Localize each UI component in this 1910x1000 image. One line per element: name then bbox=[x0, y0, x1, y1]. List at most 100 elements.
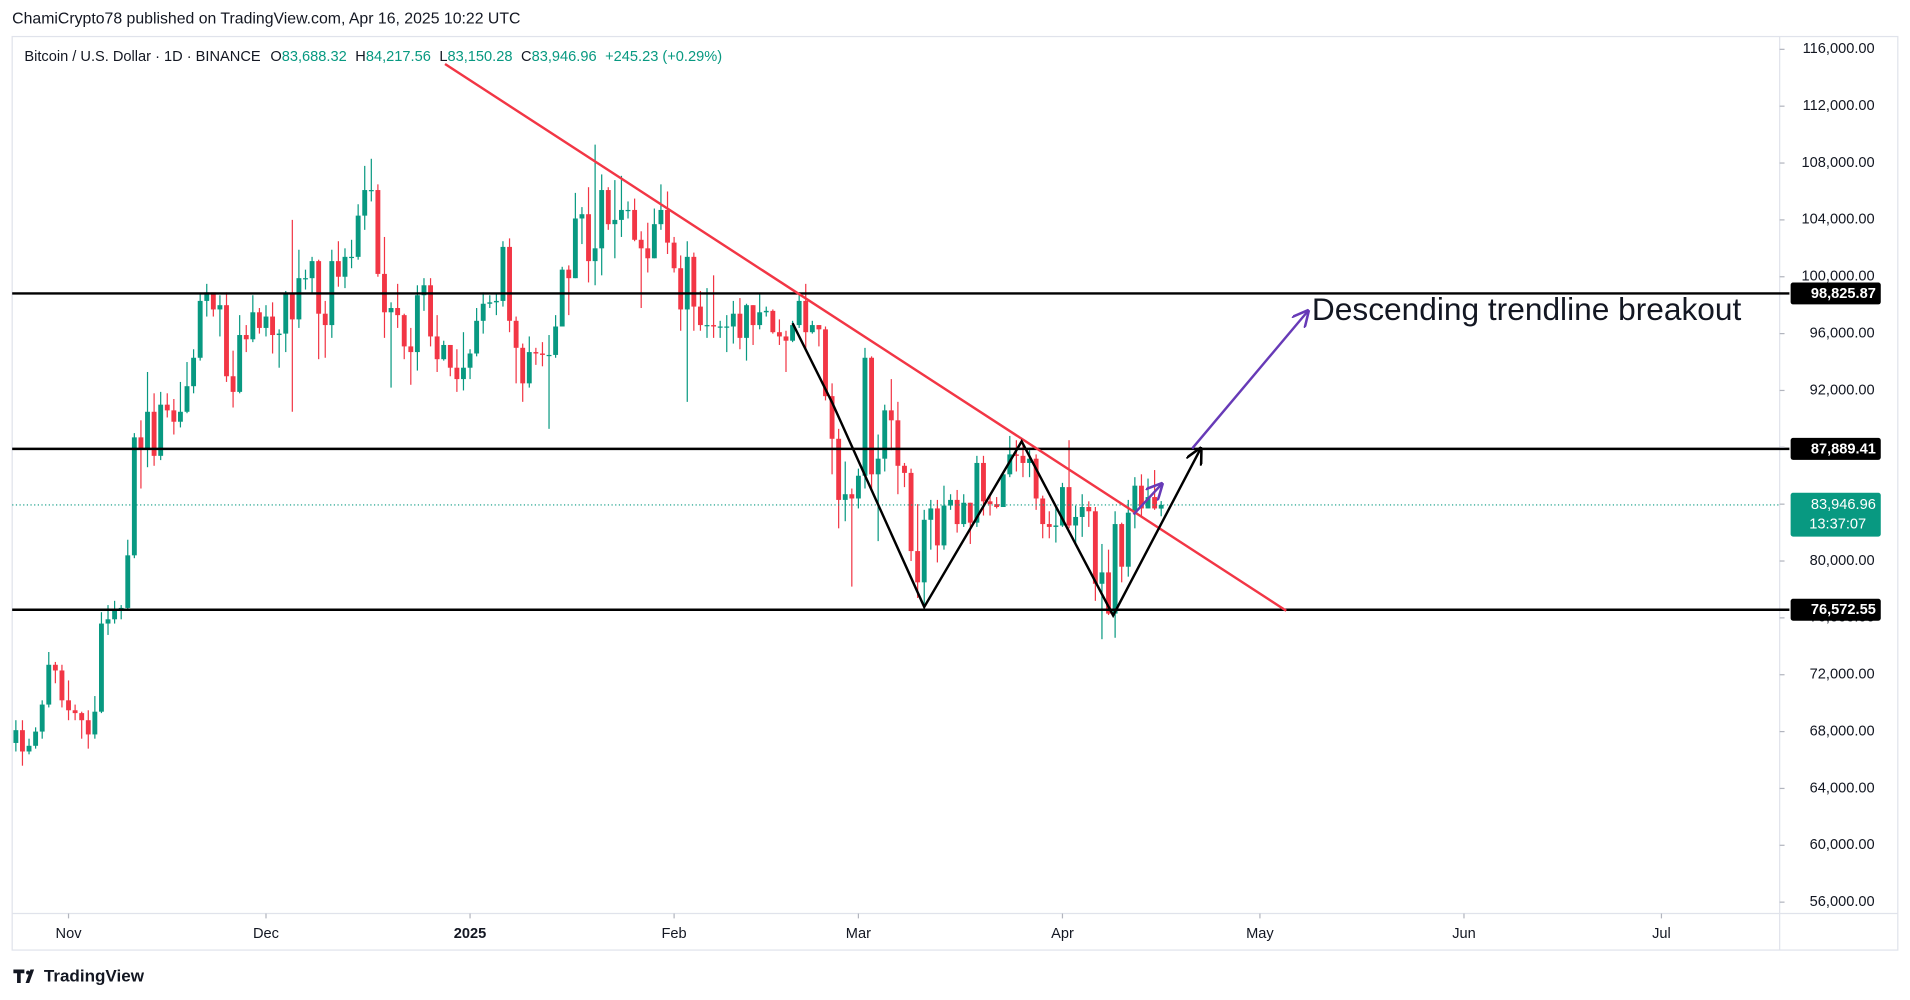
y-tick-label: 92,000.00 bbox=[1810, 382, 1875, 398]
candle-body bbox=[599, 190, 605, 249]
x-tick-label: Dec bbox=[253, 926, 279, 942]
y-tick-label: 60,000.00 bbox=[1810, 837, 1875, 853]
candle-body bbox=[915, 551, 921, 583]
candle-body bbox=[823, 329, 828, 397]
candle-body bbox=[974, 462, 980, 523]
publish-header: ChamiCrypto78 published on TradingView.c… bbox=[12, 11, 520, 28]
candle-body bbox=[204, 292, 210, 301]
candle-body bbox=[928, 508, 934, 520]
candle-body bbox=[1119, 524, 1125, 567]
candle-body bbox=[303, 278, 308, 280]
candle-body bbox=[13, 730, 19, 743]
y-tick-label: 72,000.00 bbox=[1810, 667, 1875, 683]
candle-body bbox=[586, 214, 591, 262]
candle-body bbox=[902, 465, 907, 473]
legend-value: 83,946.96 bbox=[532, 49, 597, 65]
candle-body bbox=[151, 411, 157, 456]
candle-body bbox=[224, 305, 229, 377]
candle-body bbox=[191, 357, 197, 387]
candle-body bbox=[855, 475, 861, 499]
candle-body bbox=[1106, 572, 1111, 614]
candle-body bbox=[592, 248, 598, 262]
candle-body bbox=[763, 310, 769, 313]
candle-body bbox=[1125, 512, 1131, 567]
legend-change: +245.23 (+0.29%) bbox=[605, 49, 722, 65]
countdown-label: 13:37:07 bbox=[1809, 516, 1866, 532]
legend-key: H bbox=[355, 49, 366, 65]
candle-body bbox=[665, 209, 670, 243]
candle-body bbox=[803, 300, 809, 333]
candle-body bbox=[263, 316, 269, 328]
candle-body bbox=[1158, 504, 1164, 509]
candle-body bbox=[507, 246, 512, 321]
candle-body bbox=[737, 313, 743, 338]
annotation: Descending trendline breakout bbox=[1312, 291, 1742, 327]
y-tick-label: 100,000.00 bbox=[1802, 269, 1875, 285]
candle-body bbox=[1040, 498, 1046, 525]
candle-body bbox=[112, 610, 118, 620]
candle-body bbox=[526, 352, 532, 384]
candle-body bbox=[79, 713, 85, 721]
candle-body bbox=[1000, 474, 1006, 508]
candle-body bbox=[493, 300, 499, 303]
candle-body bbox=[388, 308, 394, 313]
candle-body bbox=[750, 305, 756, 326]
candle-body bbox=[395, 308, 401, 316]
candle-body bbox=[757, 312, 763, 326]
candle-body bbox=[572, 218, 578, 279]
y-tick-label: 64,000.00 bbox=[1810, 780, 1875, 796]
candle-body bbox=[513, 320, 519, 348]
candle-body bbox=[691, 256, 697, 307]
x-tick-label: Apr bbox=[1051, 926, 1074, 942]
candle-body bbox=[908, 472, 914, 552]
brand-name: TradingView bbox=[44, 966, 145, 985]
candle-body bbox=[1020, 455, 1026, 463]
candle-body bbox=[145, 411, 150, 449]
candle-body bbox=[210, 292, 216, 310]
candle-body bbox=[164, 404, 170, 411]
y-tick-label: 56,000.00 bbox=[1810, 894, 1875, 910]
candle-body bbox=[579, 214, 585, 219]
candle-body bbox=[447, 344, 453, 368]
x-tick-label: Jun bbox=[1452, 926, 1476, 942]
candle-body bbox=[197, 300, 203, 358]
candle-body bbox=[1092, 511, 1098, 584]
candle-body bbox=[408, 346, 414, 353]
candle-body bbox=[1079, 507, 1085, 517]
candle-body bbox=[131, 437, 137, 556]
candle-body bbox=[1060, 487, 1065, 526]
candle-body bbox=[171, 410, 177, 422]
candle-body bbox=[441, 344, 447, 360]
candle-body bbox=[961, 502, 967, 525]
candle-body bbox=[1073, 516, 1079, 526]
candle-body bbox=[1007, 454, 1013, 475]
candle-body bbox=[895, 420, 901, 466]
level-label-box bbox=[1790, 282, 1881, 305]
candle-body bbox=[704, 325, 710, 327]
candle-body bbox=[362, 190, 368, 216]
candle-body bbox=[217, 305, 223, 310]
level-label: 98,825.87 bbox=[1811, 286, 1876, 302]
candle-body bbox=[625, 209, 631, 212]
candle-body bbox=[368, 190, 374, 192]
candle-body bbox=[237, 335, 243, 392]
candle-body bbox=[888, 410, 894, 421]
candle-body bbox=[66, 700, 71, 711]
candle-body bbox=[816, 325, 822, 330]
candle-body bbox=[619, 209, 624, 220]
candle-body bbox=[776, 332, 782, 337]
y-tick-label: 68,000.00 bbox=[1810, 723, 1875, 739]
candle-body bbox=[59, 670, 65, 701]
y-tick-label: 104,000.00 bbox=[1802, 212, 1875, 228]
y-tick-label: 116,000.00 bbox=[1803, 41, 1875, 57]
candle-body bbox=[46, 664, 52, 705]
double-bottom-pattern bbox=[791, 322, 1201, 619]
brand-logo bbox=[13, 969, 35, 983]
candle-body bbox=[401, 315, 407, 347]
candle-body bbox=[85, 720, 91, 735]
candle-body bbox=[849, 494, 855, 499]
candle-body bbox=[809, 325, 815, 333]
trendline bbox=[444, 62, 1287, 612]
candle-body bbox=[1013, 454, 1019, 456]
x-tick-label: 2025 bbox=[454, 926, 487, 942]
